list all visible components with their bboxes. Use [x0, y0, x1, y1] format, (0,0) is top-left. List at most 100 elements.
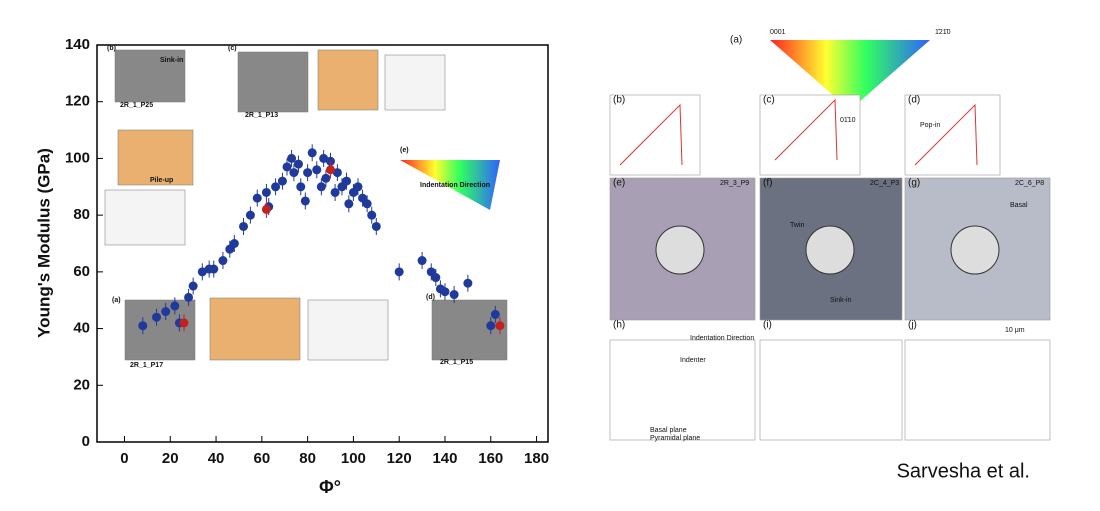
y-tick-label: 0: [82, 433, 90, 450]
point: [184, 292, 194, 302]
figure-text: Sink-in: [830, 297, 852, 304]
point: [229, 239, 239, 248]
point: [152, 312, 162, 322]
annotation: (b): [107, 45, 116, 52]
point: [282, 162, 292, 172]
panel-image: [759, 94, 861, 176]
panel-label: (j): [908, 320, 917, 331]
panel-label: (g): [908, 178, 920, 189]
point: [316, 182, 326, 192]
inset-image: [114, 49, 186, 103]
point: [449, 290, 459, 300]
indent: [950, 225, 1000, 275]
point: [261, 187, 271, 197]
point: [197, 267, 207, 277]
panel-image: [759, 339, 903, 441]
indent: [655, 225, 705, 275]
curve: [914, 103, 978, 166]
plot-frame: [96, 44, 549, 443]
panel-label: (a): [730, 35, 742, 46]
annotation: Pile-up: [150, 177, 173, 184]
point: [312, 165, 322, 175]
figure-text: Indentation Direction: [690, 335, 754, 342]
point: [330, 187, 340, 197]
x-tick-label: 20: [162, 450, 179, 467]
y-axis-label: Young's Modulus (GPa): [34, 148, 53, 338]
y-tick-label: 60: [73, 263, 90, 280]
inset-image: [317, 49, 379, 111]
y-tick-label: 100: [65, 149, 90, 166]
x-tick-label: 180: [524, 450, 549, 467]
annotation: 2R_1_P17: [130, 362, 163, 369]
point: [218, 256, 228, 266]
point: [367, 210, 377, 220]
x-tick-label: 40: [208, 450, 225, 467]
figure-text: 2C_6_P8: [1015, 180, 1044, 187]
ipf-triangle: [770, 40, 930, 110]
point: [289, 168, 299, 178]
figure-text: 01̄10: [840, 117, 856, 124]
point: [179, 318, 189, 328]
figure-text: 2R_3_P9: [720, 180, 749, 187]
y-tick-label: 140: [65, 36, 90, 53]
point: [307, 148, 317, 158]
point: [170, 301, 180, 311]
point: [463, 278, 473, 288]
point: [188, 281, 198, 291]
point: [277, 176, 287, 186]
x-tick-label: 0: [120, 450, 128, 467]
point: [300, 196, 310, 206]
annotation: 2R_1_P25: [120, 102, 153, 109]
figure-text: Indenter: [680, 357, 706, 364]
panel-image: [609, 339, 756, 441]
panel-image: [904, 339, 1051, 441]
point: [371, 221, 381, 231]
x-tick-label: 100: [341, 450, 366, 467]
x-axis-label: Φ°: [319, 477, 341, 497]
point: [161, 307, 171, 317]
point: [303, 168, 313, 178]
figure-text: Pop-in: [920, 122, 940, 129]
point: [440, 287, 450, 297]
point: [431, 273, 441, 283]
curve: [619, 103, 683, 166]
y-tick-label: 20: [73, 376, 90, 393]
point: [138, 321, 148, 331]
point: [287, 153, 297, 163]
annotation: Indentation Direction: [420, 182, 490, 189]
panel-image: [609, 94, 701, 176]
figure-text: Twin: [790, 222, 805, 229]
y-tick-label: 120: [65, 93, 90, 110]
point: [245, 210, 255, 220]
x-tick-label: 140: [432, 450, 457, 467]
inset-image: [307, 299, 389, 361]
annotation: 2R_1_P15: [440, 359, 473, 366]
point: [271, 182, 281, 192]
figure-text: Basal: [1010, 202, 1028, 209]
inset-image: [117, 129, 194, 186]
point: [486, 321, 496, 331]
panel-image: [904, 94, 1001, 176]
point: [490, 309, 500, 319]
panel-label: (e): [613, 178, 625, 189]
panel-label: (b): [613, 95, 625, 106]
indent: [805, 225, 855, 275]
annotation: Sink-in: [160, 57, 183, 64]
y-tick-label: 80: [73, 206, 90, 223]
point: [239, 221, 249, 231]
point: [353, 182, 363, 192]
annotation: (c): [228, 45, 237, 52]
inset-image: [104, 189, 186, 246]
point: [332, 168, 342, 178]
point: [252, 193, 262, 203]
panel-label: (c): [763, 95, 775, 106]
inset-image: [124, 299, 196, 361]
figure-text: Pyramidal plane: [650, 435, 700, 442]
panel-label: (d): [908, 95, 920, 106]
point: [261, 204, 271, 214]
inset-image: [209, 297, 301, 361]
point: [209, 264, 219, 274]
point: [495, 321, 505, 331]
point: [296, 182, 306, 192]
